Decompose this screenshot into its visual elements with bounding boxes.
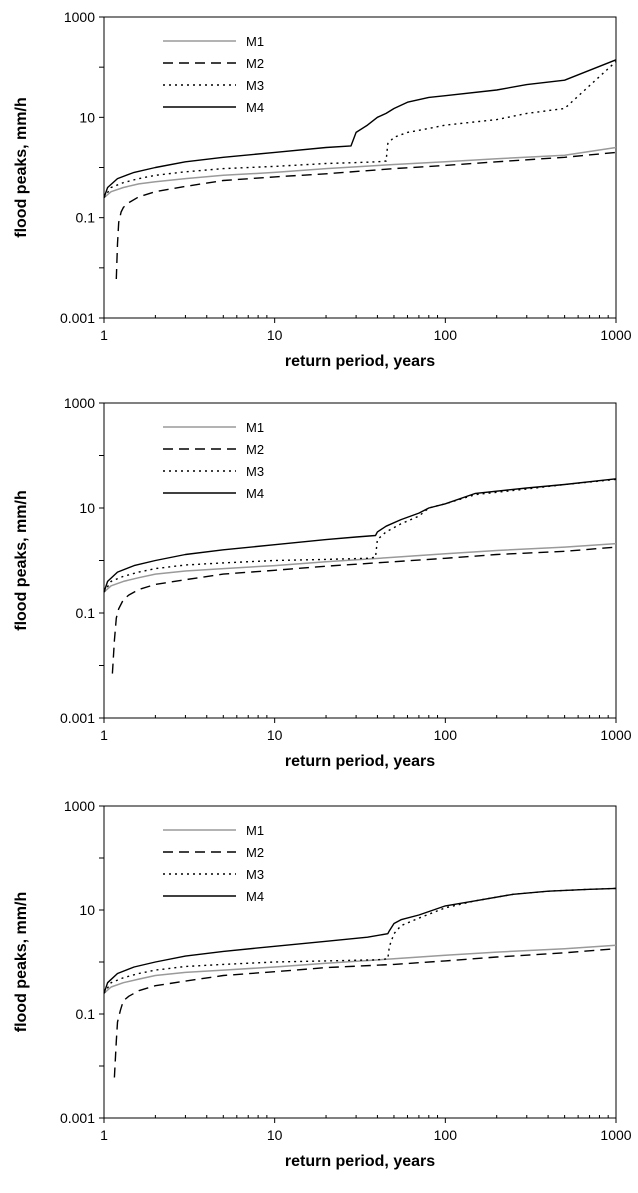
- series-line-M1: [103, 542, 617, 593]
- y-tick-label: 10: [79, 500, 95, 516]
- series-line-M4: [103, 478, 617, 593]
- x-tick-label: 1000: [600, 727, 631, 743]
- y-tick-label: 10: [79, 902, 95, 918]
- x-tick-label: 1000: [600, 327, 631, 343]
- series-line-M2: [115, 151, 617, 280]
- y-tick-label: 0.1: [76, 605, 96, 621]
- x-tick-label: 10: [267, 727, 283, 743]
- chart-panel-3: 1 10 100 1000 0.001 0.1 10 1000 return period, y…: [13, 798, 632, 1170]
- legend-label-M2: M2: [246, 56, 264, 71]
- y-tick-label: 10: [79, 109, 95, 125]
- x-axis-title: return period, years: [285, 353, 435, 370]
- chart-panel-2: 1 10 100 1000 0.001 0.1 10 1000 return period, y…: [13, 395, 632, 770]
- x-tick-label: 10: [267, 1127, 283, 1143]
- y-tick-label: 1000: [64, 798, 95, 814]
- plot-frame: [103, 805, 617, 1119]
- legend-label-M2: M2: [246, 442, 264, 457]
- series-line-M4: [103, 887, 617, 994]
- y-axis-title: flood peaks, mm/h: [13, 97, 30, 237]
- legend-label-M3: M3: [246, 78, 264, 93]
- series-line-M3: [103, 60, 617, 199]
- x-tick-label: 1: [100, 327, 108, 343]
- legend-label-M4: M4: [246, 486, 264, 501]
- legend-label-M4: M4: [246, 889, 264, 904]
- x-axis-title: return period, years: [285, 1153, 435, 1170]
- x-tick-label: 1000: [600, 1127, 631, 1143]
- x-tick-label: 1: [100, 727, 108, 743]
- y-tick-label: 1000: [64, 9, 95, 25]
- y-axis-title: flood peaks, mm/h: [13, 490, 30, 630]
- y-tick-label: 0.001: [60, 1110, 95, 1126]
- series-line-M2: [113, 948, 617, 1078]
- chart-panel-1: 1 10 100 1000 0.001 0.1 10 1000 return period, y…: [13, 9, 632, 370]
- y-axis-title: flood peaks, mm/h: [13, 892, 30, 1032]
- series-line-M1: [103, 146, 617, 199]
- series-line-M3: [103, 887, 617, 994]
- x-tick-label: 1: [100, 1127, 108, 1143]
- x-tick-label: 100: [434, 727, 458, 743]
- plot-frame: [103, 402, 617, 719]
- legend-label-M3: M3: [246, 867, 264, 882]
- legend-label-M1: M1: [246, 420, 264, 435]
- legend-label-M1: M1: [246, 823, 264, 838]
- legend-label-M2: M2: [246, 845, 264, 860]
- series-line-M3: [103, 478, 617, 593]
- plot-frame: [103, 16, 617, 319]
- legend-label-M1: M1: [246, 34, 264, 49]
- series-line-M2: [111, 546, 617, 674]
- y-tick-label: 0.1: [76, 210, 96, 226]
- x-tick-label: 10: [267, 327, 283, 343]
- series-line-M1: [103, 944, 617, 994]
- legend-label-M4: M4: [246, 100, 264, 115]
- y-tick-label: 0.001: [60, 310, 95, 326]
- y-tick-label: 0.001: [60, 710, 95, 726]
- series-line-M4: [103, 59, 617, 198]
- legend-label-M3: M3: [246, 464, 264, 479]
- y-tick-label: 1000: [64, 395, 95, 411]
- x-tick-label: 100: [434, 327, 458, 343]
- x-tick-label: 100: [434, 1127, 458, 1143]
- x-axis-title: return period, years: [285, 753, 435, 770]
- y-tick-label: 0.1: [76, 1006, 96, 1022]
